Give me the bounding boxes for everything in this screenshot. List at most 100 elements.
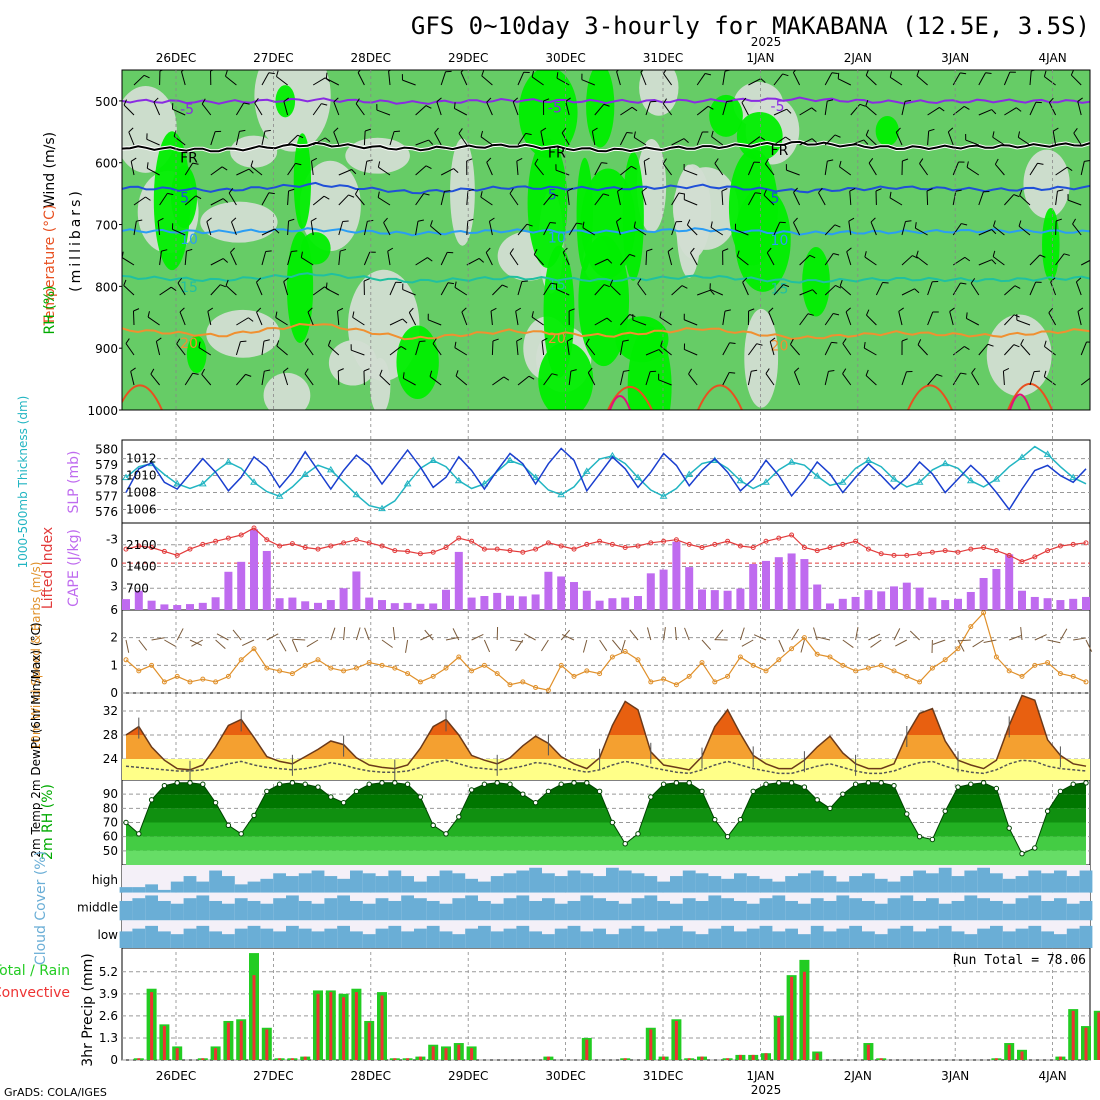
wind-barb <box>1080 341 1087 356</box>
precip-convective-bar <box>674 1020 678 1060</box>
wind-barb-flag <box>782 73 789 77</box>
wind-barb <box>207 311 212 326</box>
wind-barb-flag <box>351 169 357 175</box>
wind-barb-flag <box>179 307 185 313</box>
wind-barb <box>312 286 325 296</box>
wind-barb-flag <box>688 368 693 375</box>
rh2m-point <box>609 819 616 826</box>
wind-barb-flag <box>686 219 691 226</box>
lifted-index-point <box>187 546 193 552</box>
rh2m-point <box>571 780 577 786</box>
wind10m-barb <box>791 628 799 641</box>
lifted-index-point <box>533 546 539 552</box>
cloud-bar-middle <box>862 900 875 921</box>
wind-barb <box>696 131 703 146</box>
wind-barb <box>283 281 289 296</box>
upper-air-ylabel: (millibars) <box>68 188 84 292</box>
cloud-bar-middle <box>426 900 440 921</box>
wind-barb-flag <box>367 219 374 222</box>
wind-barb <box>917 344 928 356</box>
wind-barb-flag <box>914 222 917 229</box>
wind-barb-flag <box>633 131 636 138</box>
wind-barb <box>566 341 570 356</box>
rh2m-point <box>251 812 257 819</box>
wind-barb-flag <box>631 165 637 170</box>
wind10m-point <box>136 668 142 674</box>
rh2m-point <box>827 805 833 812</box>
lifted-index-point <box>341 540 347 546</box>
cape-bar <box>403 602 412 610</box>
wind10m-barb <box>957 639 965 652</box>
isotherm-FR <box>122 140 1090 153</box>
lifted-index-point <box>1032 554 1038 560</box>
lifted-index-line <box>125 527 1087 563</box>
wind-barb <box>357 72 365 86</box>
wind-barb <box>747 161 755 176</box>
wind-barb <box>824 313 834 326</box>
cloud-bar-low <box>503 928 517 948</box>
wind10m-barb <box>176 628 184 641</box>
day-label-bottom: 2JAN <box>844 1069 872 1083</box>
wind-barb-flag <box>173 130 177 137</box>
wind-barb <box>261 371 265 386</box>
pressure-tick-label: 1000 <box>87 404 118 418</box>
upper-air-panel: -5-5-5FRFRFR555101010151515202020 <box>122 70 1090 410</box>
wind10m-point <box>469 668 475 674</box>
wind-barb-flag <box>515 307 522 312</box>
wind-barb-flag <box>324 137 331 142</box>
cape-bar <box>864 590 873 610</box>
wind-barb <box>123 104 135 116</box>
wind-barb-flag <box>1055 218 1062 222</box>
wind-barb-flag <box>256 307 262 313</box>
wind10m-point <box>801 635 807 641</box>
wind-barb <box>184 372 194 386</box>
lifted-index-point <box>904 552 910 558</box>
wind-barb <box>824 101 828 116</box>
wind-barb <box>123 285 135 296</box>
wind-barb <box>868 162 877 176</box>
cloud-bar-low <box>964 934 978 948</box>
lifted-index-point <box>891 552 897 558</box>
wind-barb-flag <box>492 338 499 342</box>
wind-barb <box>436 101 442 116</box>
cloud-bar-high <box>618 870 632 893</box>
lifted-index-point <box>289 541 295 547</box>
wind-barb-flag <box>1063 253 1070 256</box>
wind-barb-flag <box>936 373 943 377</box>
wind-barb <box>737 255 749 266</box>
wind-barb-flag <box>288 188 295 192</box>
day-label-bottom: 3JAN <box>941 1069 969 1083</box>
lifted-index-point <box>609 541 615 547</box>
wind-barb-flag <box>307 307 313 313</box>
wind-barb-flag <box>333 127 339 133</box>
wind-barb-flag <box>291 250 298 253</box>
wind-barb <box>307 311 314 326</box>
cloud-bar-low <box>337 925 350 948</box>
cloud-bar-middle <box>670 903 683 921</box>
isotherm-label: 20 <box>771 338 789 354</box>
cloud-bar-low <box>1028 925 1042 948</box>
wind-barb-flag <box>480 130 484 137</box>
wind-barb <box>338 251 341 266</box>
wind-barb-flag <box>364 128 372 132</box>
wind-barb <box>402 289 416 296</box>
wind-barb <box>684 349 698 356</box>
wind-barb <box>326 78 340 86</box>
lifted-tick-label: 3 <box>110 580 118 594</box>
thickness-line-point <box>659 492 668 499</box>
cloud-bar-high <box>273 873 286 893</box>
lifted-index-point <box>648 540 654 546</box>
wind-barb <box>287 190 290 206</box>
wind-barb <box>1029 71 1032 86</box>
cloud-bar-low <box>234 928 248 948</box>
cloud-bar-middle <box>132 898 146 921</box>
wind10m-barb <box>138 639 148 651</box>
lifted-index-point <box>238 532 244 538</box>
wind-barb-flag <box>478 258 485 263</box>
wind10m-barb <box>509 639 523 643</box>
thickness-line-point <box>813 472 822 479</box>
isotherm-label: 15 <box>180 280 198 296</box>
wind-barb <box>799 313 809 326</box>
precip-convective-bar <box>278 1058 282 1060</box>
wind10m-point <box>929 665 935 671</box>
